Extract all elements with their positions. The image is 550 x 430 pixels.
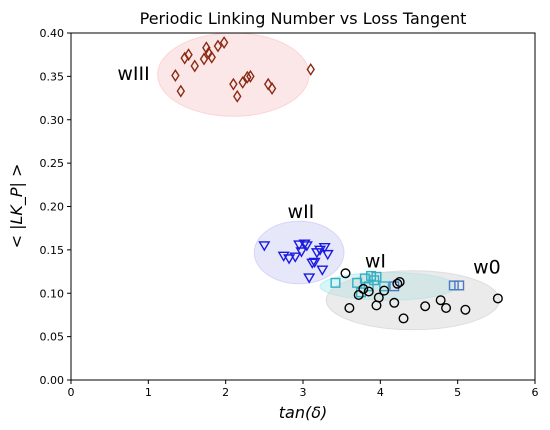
region-ellipse-0 <box>157 32 310 117</box>
x-tick-label-4: 4 <box>377 386 384 399</box>
data-point-3-2 <box>454 280 465 291</box>
chart-title: Periodic Linking Number vs Loss Tangent <box>140 9 467 28</box>
data-point-1-14 <box>321 249 334 261</box>
data-point-4-0 <box>340 268 351 279</box>
data-point-4-4 <box>363 286 374 297</box>
x-tick-label-2: 2 <box>222 386 229 399</box>
data-point-2-6 <box>369 275 380 286</box>
data-point-1-8 <box>303 273 316 284</box>
data-point-4-8 <box>389 297 400 308</box>
data-point-4-12 <box>420 301 431 312</box>
data-point-0-12 <box>233 89 242 103</box>
region-label-0: wIII <box>117 63 149 85</box>
data-point-0-18 <box>306 62 315 76</box>
data-point-1-0 <box>258 241 271 252</box>
data-point-4-9 <box>392 278 403 289</box>
data-points <box>171 36 503 324</box>
region-ellipses <box>157 32 500 331</box>
data-point-4-10 <box>394 276 405 287</box>
region-label-1: wII <box>288 201 315 223</box>
data-point-0-13 <box>238 75 247 89</box>
data-point-1-9 <box>306 258 319 269</box>
axis-ticks: 0 1 2 3 4 5 6 0.00 0.05 0.10 0.15 0.20 0.25 0.30 0.35 0… <box>40 27 539 399</box>
data-point-1-3 <box>289 252 302 263</box>
y-tick-label-7: 0.35 <box>40 70 65 83</box>
y-axis-label: < |LK_P| > <box>7 164 27 249</box>
data-point-1-4 <box>293 240 306 251</box>
data-point-4-16 <box>492 293 503 304</box>
region-labels: wIII wII wI w0 <box>117 63 500 278</box>
data-point-4-1 <box>344 302 355 313</box>
data-point-0-4 <box>190 59 199 73</box>
data-point-1-15 <box>308 257 321 269</box>
y-tick-label-0: 0.00 <box>40 374 65 387</box>
data-point-0-3 <box>184 48 193 62</box>
data-point-0-5 <box>199 52 209 66</box>
region-ellipse-3 <box>325 270 500 331</box>
x-tick-label-6: 6 <box>532 386 539 399</box>
data-point-4-6 <box>373 292 384 303</box>
data-point-0-1 <box>176 84 186 98</box>
data-point-2-4 <box>363 281 374 292</box>
data-point-0-0 <box>171 69 180 82</box>
data-point-0-6 <box>202 41 211 55</box>
data-point-0-17 <box>267 82 277 95</box>
data-point-0-16 <box>263 77 273 91</box>
y-tick-label-4: 0.20 <box>40 201 65 214</box>
data-point-1-2 <box>283 254 296 265</box>
region-label-2: wI <box>365 251 386 273</box>
data-point-0-11 <box>229 77 238 91</box>
data-point-3-1 <box>448 280 459 291</box>
data-point-0-9 <box>213 39 223 53</box>
y-tick-label-1: 0.05 <box>40 331 65 344</box>
data-point-4-14 <box>441 302 452 313</box>
data-point-2-7 <box>371 271 382 282</box>
x-tick-label-3: 3 <box>300 386 307 399</box>
data-point-0-8 <box>207 50 216 64</box>
data-point-0-14 <box>243 70 252 84</box>
region-label-3: w0 <box>473 257 501 279</box>
y-tick-label-3: 0.15 <box>40 244 65 257</box>
y-tick-label-6: 0.30 <box>40 114 65 127</box>
data-point-4-3 <box>358 283 369 294</box>
y-tick-label-2: 0.10 <box>40 287 65 300</box>
data-point-2-0 <box>330 277 341 288</box>
data-point-2-8 <box>379 281 390 292</box>
data-point-4-7 <box>379 285 390 296</box>
data-point-4-15 <box>460 304 471 315</box>
data-point-1-12 <box>316 265 329 276</box>
data-point-1-13 <box>318 242 331 254</box>
data-point-0-15 <box>246 69 255 83</box>
data-point-4-11 <box>398 313 409 324</box>
y-tick-label-8: 0.40 <box>40 27 65 40</box>
data-point-0-10 <box>219 36 229 50</box>
data-point-1-5 <box>295 247 308 258</box>
y-tick-label-5: 0.25 <box>40 157 65 170</box>
x-axis-label: tan(δ) <box>279 403 328 422</box>
x-tick-label-1: 1 <box>145 386 152 399</box>
x-tick-label-0: 0 <box>68 386 75 399</box>
data-point-1-7 <box>300 241 313 252</box>
data-point-4-13 <box>435 295 446 306</box>
data-point-1-6 <box>298 239 311 250</box>
data-point-1-1 <box>277 251 290 262</box>
x-tick-label-5: 5 <box>454 386 461 399</box>
